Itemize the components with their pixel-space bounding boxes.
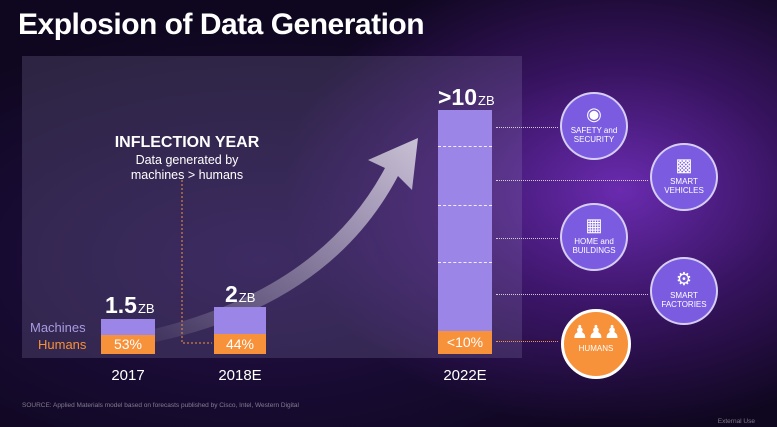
legend-humans: Humans xyxy=(38,337,87,352)
category-label: HUMANS xyxy=(578,344,614,353)
bar-humans-2022E: <10% xyxy=(438,331,492,354)
robot-arm-icon: ⚙ xyxy=(675,269,693,289)
total-unit: ZB xyxy=(137,301,155,316)
classification-label: External Use xyxy=(717,418,755,425)
category-label: HOME and xyxy=(574,237,614,246)
total-value: 1.5 xyxy=(105,292,137,318)
source-note: SOURCE: Applied Materials model based on… xyxy=(22,402,299,409)
segment-divider xyxy=(438,205,492,206)
page-title: Explosion of Data Generation xyxy=(18,8,425,41)
total-value: 2 xyxy=(225,281,238,307)
year-label-2022E: 2022E xyxy=(443,367,487,384)
connector-line xyxy=(496,341,558,342)
category-safety-security: ◉ SAFETY and SECURITY xyxy=(560,92,628,160)
category-smart-factories: ⚙ SMART FACTORIES xyxy=(650,257,718,325)
total-unit: ZB xyxy=(478,93,495,108)
bar-machines-2018E xyxy=(214,307,266,334)
bar-machines-2022E xyxy=(438,110,492,331)
category-label: BUILDINGS xyxy=(572,246,616,255)
bar-humans-2017: 53% xyxy=(101,335,155,354)
category-label: VEHICLES xyxy=(664,186,704,195)
connector-line xyxy=(496,127,558,128)
people-icon: ♟♟♟ xyxy=(571,322,621,342)
bar-machines-2017 xyxy=(101,319,155,335)
category-humans: ♟♟♟ HUMANS xyxy=(561,309,631,379)
building-icon: ▦ xyxy=(585,215,603,235)
legend-machines: Machines xyxy=(30,320,86,335)
year-label-2017: 2017 xyxy=(111,367,145,384)
category-label: SAFETY and xyxy=(570,126,618,135)
segment-divider xyxy=(438,262,492,263)
connector-line xyxy=(496,294,648,295)
category-label: FACTORIES xyxy=(661,300,707,309)
total-value: >10 xyxy=(438,84,478,110)
category-label: SECURITY xyxy=(573,135,615,144)
connector-line xyxy=(496,180,648,181)
category-label: SMART xyxy=(670,177,698,186)
camera-icon: ◉ xyxy=(586,104,602,124)
inflection-line-1: Data generated by xyxy=(135,153,239,167)
total-2017: 1.5ZB xyxy=(105,292,155,319)
bar-humans-2018E: 44% xyxy=(214,334,266,354)
total-2018E: 2ZB xyxy=(225,281,255,308)
car-icon: ▩ xyxy=(675,155,693,175)
year-label-2018E: 2018E xyxy=(218,367,262,384)
connector-line xyxy=(496,238,558,239)
total-2022E: >10ZB xyxy=(438,84,495,111)
inflection-line-2: machines > humans xyxy=(130,168,244,182)
category-label: SMART xyxy=(670,291,698,300)
inflection-text: Data generated by machines > humans xyxy=(112,153,262,183)
segment-divider xyxy=(438,146,492,147)
inflection-heading: INFLECTION YEAR xyxy=(114,134,260,151)
total-unit: ZB xyxy=(238,290,256,305)
category-home-buildings: ▦ HOME and BUILDINGS xyxy=(560,203,628,271)
category-smart-vehicles: ▩ SMART VEHICLES xyxy=(650,143,718,211)
